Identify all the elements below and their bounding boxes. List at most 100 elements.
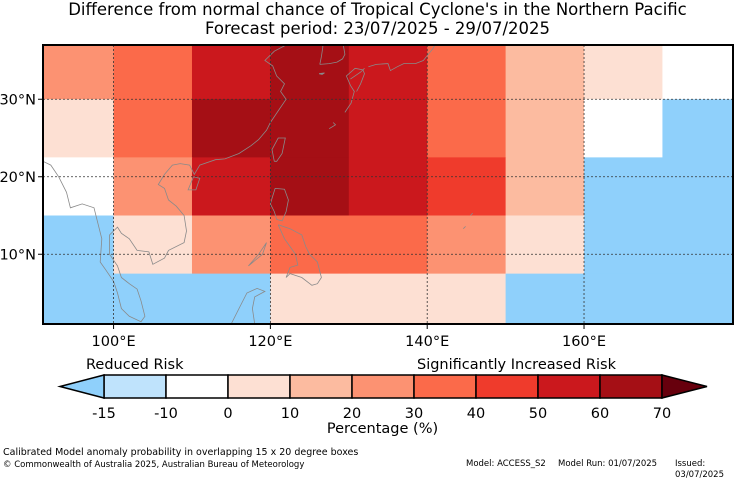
anomaly-cell	[662, 45, 734, 100]
anomaly-cell	[348, 45, 428, 100]
anomaly-cell	[662, 157, 734, 216]
lon-tick-label: 120°E	[248, 334, 292, 350]
coastline-segment	[328, 122, 337, 130]
anomaly-cell	[270, 273, 350, 325]
coastline-segment	[248, 242, 267, 267]
colorbar-bin	[413, 374, 477, 399]
footer-issued: Issued: 03/07/2025	[675, 459, 724, 480]
footer-run: Model Run: 01/07/2025	[558, 459, 658, 469]
anomaly-cell	[427, 99, 507, 158]
anomaly-cell	[662, 215, 734, 275]
anomaly-cell	[662, 99, 734, 158]
coastline-segment	[470, 212, 473, 216]
colorbar-bin	[103, 374, 167, 399]
coastline-segment	[277, 224, 322, 286]
anomaly-cells	[43, 45, 734, 325]
anomaly-cell	[505, 215, 585, 275]
anomaly-cell	[113, 157, 193, 216]
colorbar-tick-label: 40	[466, 406, 486, 422]
anomaly-cell	[191, 99, 271, 158]
colorbar-bin	[351, 374, 415, 399]
anomaly-cell	[191, 45, 271, 100]
coastline-segment	[318, 72, 325, 75]
colorbar-tick-label: 50	[528, 406, 548, 422]
colorbar-tick-label: -10	[154, 406, 178, 422]
coastline-segment	[230, 287, 266, 325]
anomaly-cell	[270, 99, 350, 158]
colorbar-title: Percentage (%)	[326, 421, 439, 437]
anomaly-cell	[584, 157, 663, 216]
figure-subtitle: Forecast period: 23/07/2025 - 29/07/2025	[204, 19, 551, 38]
anomaly-cell	[270, 215, 350, 275]
colorbar-over-arrow	[661, 374, 708, 399]
footer-model: Model: ACCESS_S2	[466, 459, 546, 469]
coastline-segment	[368, 44, 436, 72]
colorbar-bin	[599, 374, 663, 399]
lat-tick-label: 30°N	[0, 92, 36, 108]
anomaly-cell	[584, 273, 663, 325]
anomaly-cell	[427, 273, 507, 325]
coastline-segment	[463, 226, 466, 229]
anomaly-cell	[505, 99, 585, 158]
footer-copyright: © Commonwealth of Australia 2025, Austra…	[3, 460, 305, 470]
anomaly-cell	[113, 215, 193, 275]
colorbar-tick-label: -15	[92, 406, 116, 422]
anomaly-cell	[348, 273, 428, 325]
anomaly-cell	[505, 157, 585, 216]
anomaly-cell	[348, 157, 428, 216]
coastline-segment	[344, 67, 365, 113]
anomaly-cell	[191, 157, 271, 216]
anomaly-cell	[584, 215, 663, 275]
axis-ticks	[38, 98, 585, 329]
anomaly-cell	[43, 157, 115, 216]
anomaly-cell	[427, 215, 507, 275]
axis-tick-labels: 30°N 20°N 10°N 100°E 120°E 140°E 160°E	[0, 92, 606, 350]
coastline	[42, 44, 473, 325]
anomaly-cell	[270, 45, 350, 100]
anomaly-cell	[427, 45, 507, 100]
colorbar-tick-label: 10	[280, 406, 300, 422]
anomaly-cell	[505, 45, 585, 100]
coastline-segment	[350, 68, 365, 80]
lon-tick-label: 100°E	[92, 334, 136, 350]
anomaly-cell	[584, 45, 663, 100]
anomaly-cell	[270, 157, 350, 216]
lat-tick-label: 20°N	[0, 170, 36, 186]
figure-title: Difference from normal chance of Tropica…	[68, 0, 687, 19]
anomaly-cell	[348, 215, 428, 275]
anomaly-cell	[43, 99, 115, 158]
anomaly-cell	[113, 45, 193, 100]
anomaly-cell	[505, 273, 585, 325]
gridlines	[43, 45, 733, 324]
colorbar	[57, 374, 708, 399]
colorbar-bin	[475, 374, 539, 399]
anomaly-cell	[43, 215, 115, 275]
colorbar-tick-label: 0	[223, 406, 233, 422]
coastline-segment	[42, 44, 287, 323]
colorbar-tick-label: 60	[590, 406, 610, 422]
anomaly-cell	[191, 273, 271, 325]
coastline-segment	[319, 44, 346, 65]
footer-method: Calibrated Model anomaly probability in …	[3, 447, 359, 458]
lon-tick-label: 160°E	[562, 334, 606, 350]
anomaly-cell	[43, 273, 115, 325]
anomaly-cell	[43, 45, 115, 100]
lon-tick-label: 140°E	[405, 334, 449, 350]
colorbar-bin	[165, 374, 229, 399]
colorbar-tick-label: 70	[652, 406, 672, 422]
colorbar-under-arrow	[57, 374, 105, 399]
colorbar-tick-label: 20	[342, 406, 362, 422]
anomaly-cell	[191, 215, 271, 275]
coastline-segment	[271, 137, 286, 162]
map-figure: 30°N 20°N 10°N 100°E 120°E 140°E 160°E	[0, 44, 734, 399]
map-frame	[42, 44, 734, 325]
reduced-risk-label: Reduced Risk	[86, 357, 184, 373]
lat-tick-label: 10°N	[0, 247, 36, 263]
anomaly-cell	[584, 99, 663, 158]
coastline-segment	[187, 176, 201, 191]
anomaly-cell	[113, 273, 193, 325]
anomaly-cell	[113, 99, 193, 158]
colorbar-bin	[537, 374, 601, 399]
anomaly-cell	[348, 99, 428, 158]
colorbar-bin	[227, 374, 291, 399]
